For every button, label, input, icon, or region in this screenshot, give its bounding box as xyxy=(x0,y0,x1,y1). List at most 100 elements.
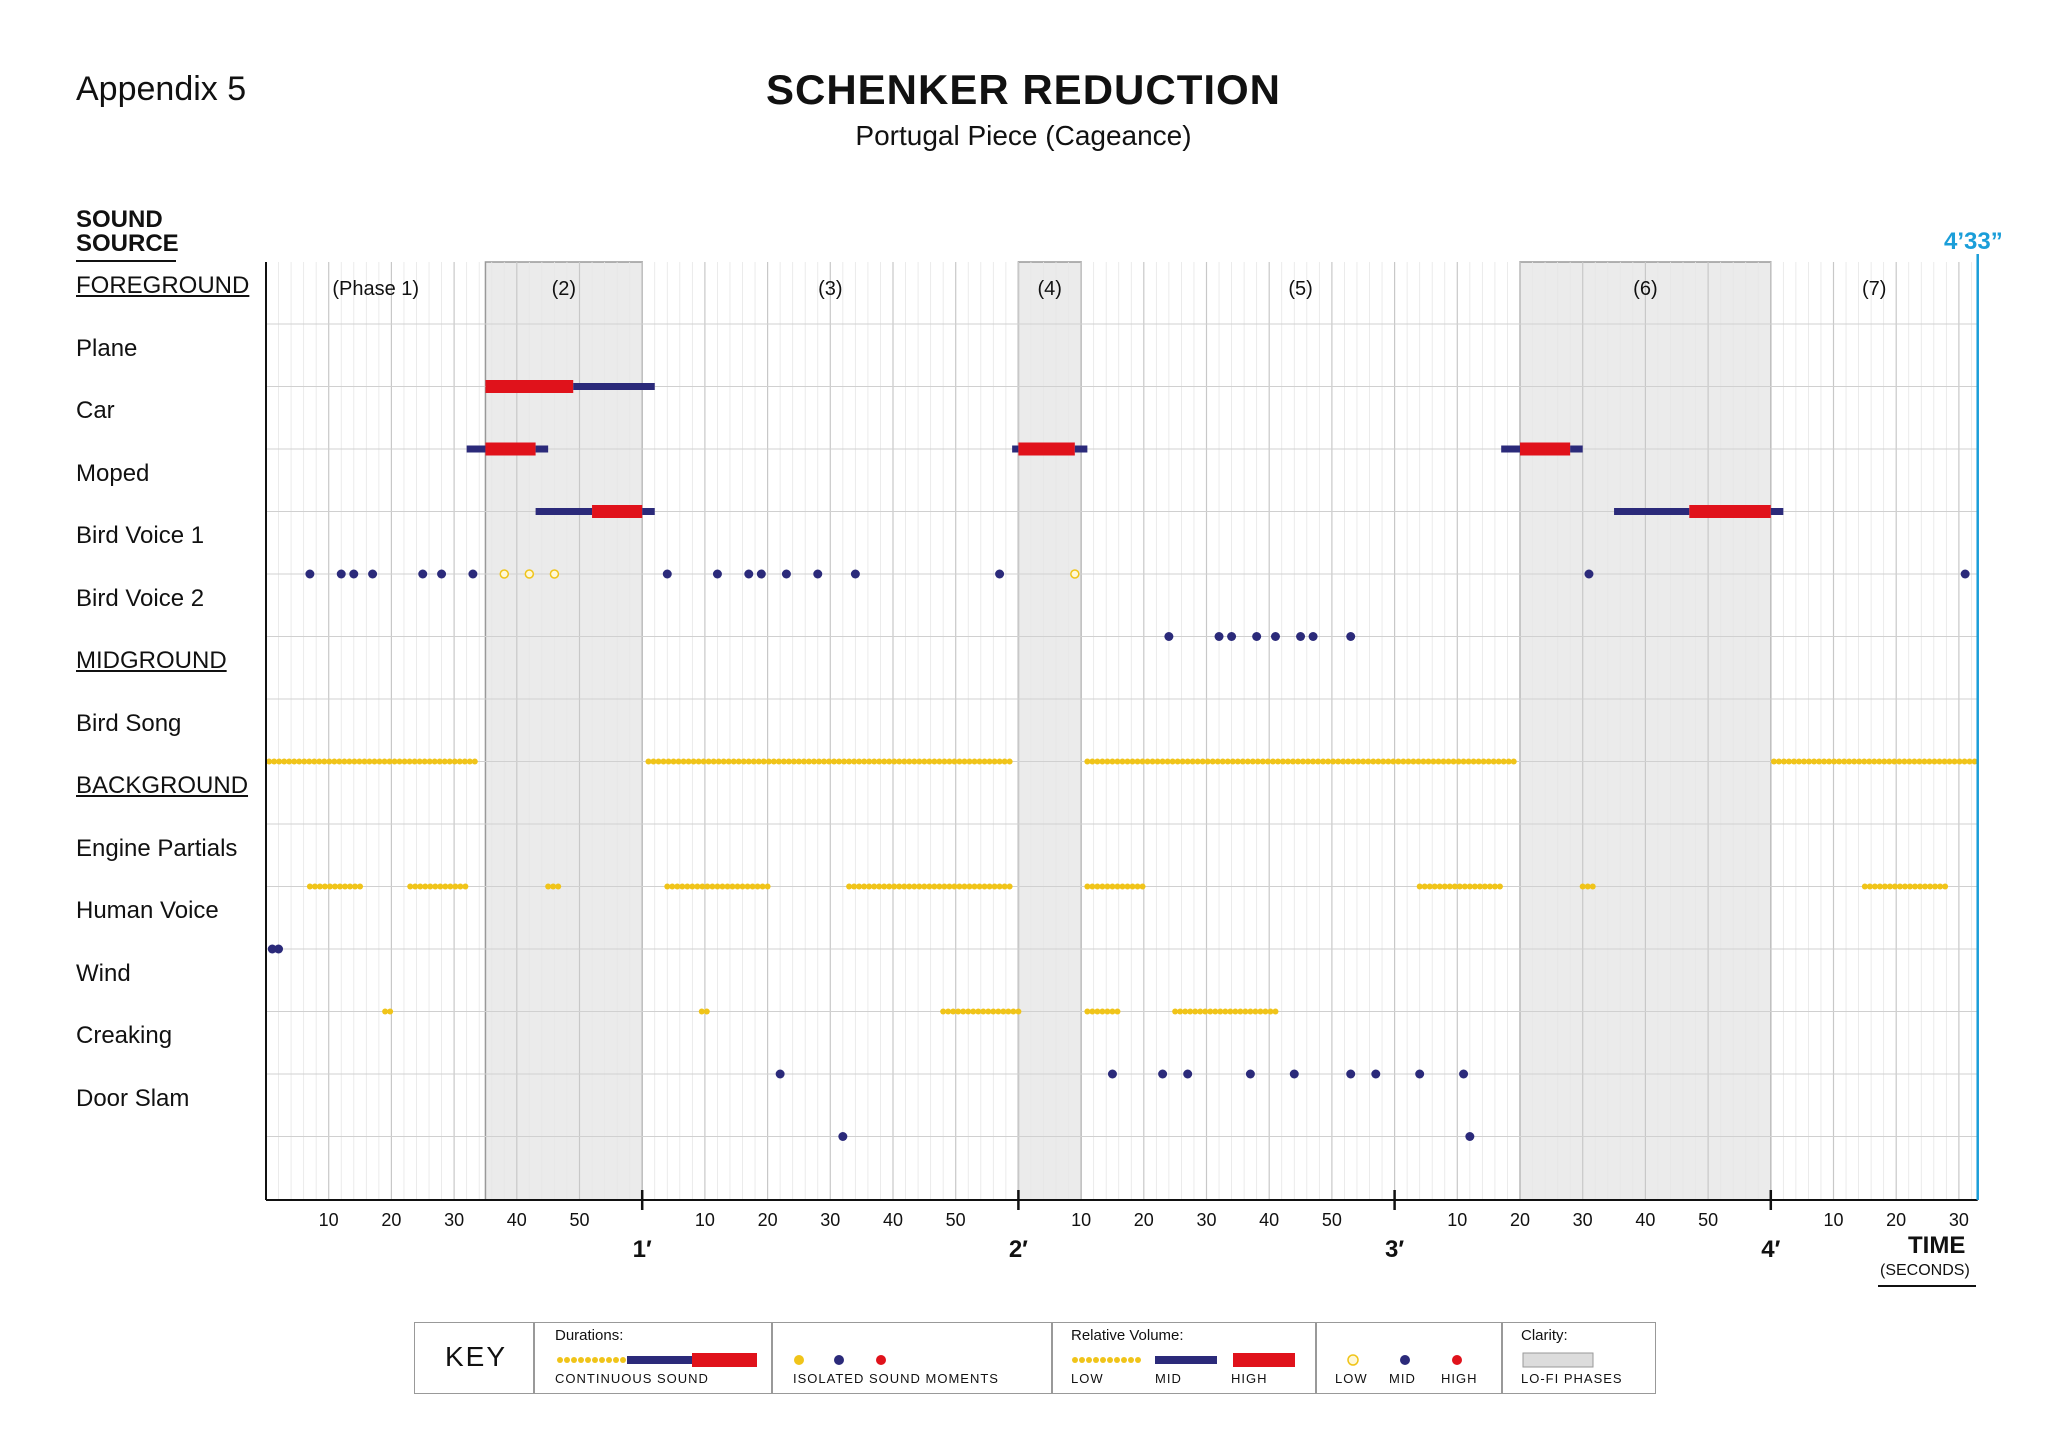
continuous-low-dot xyxy=(745,758,752,765)
continuous-low-dot xyxy=(412,883,419,890)
continuous-low-dot xyxy=(816,758,823,765)
tick-label: 40 xyxy=(882,1210,904,1230)
continuous-low-dot xyxy=(1129,883,1136,890)
legend-low-dot xyxy=(585,1357,591,1363)
isolated-mid-point xyxy=(1346,632,1356,641)
row-label: Engine Partials xyxy=(76,834,238,862)
continuous-low-dot xyxy=(1937,883,1944,890)
continuous-low-dot xyxy=(1267,1008,1274,1015)
tick-label: 50 xyxy=(1698,1210,1719,1230)
continuous-low-dot xyxy=(1480,758,1487,765)
row-label: Plane xyxy=(76,334,138,362)
continuous-low-dot xyxy=(655,758,662,765)
row-label: Moped xyxy=(76,459,150,487)
continuous-low-dot xyxy=(945,1008,952,1015)
continuous-low-dot xyxy=(1177,1008,1184,1015)
continuous-low-dot xyxy=(1149,758,1156,765)
continuous-low-dot xyxy=(660,758,667,765)
continuous-low-dot xyxy=(316,758,323,765)
legend-low-dot xyxy=(557,1357,563,1363)
isolated-mid-point xyxy=(744,569,754,579)
continuous-low-dot xyxy=(1320,758,1327,765)
continuous-low-dot xyxy=(1144,758,1151,765)
isolated-mid-point xyxy=(838,1132,848,1141)
tick-label: 20 xyxy=(1886,1210,1907,1230)
continuous-low-dot xyxy=(976,883,983,890)
continuous-low-dot xyxy=(901,883,908,890)
continuous-low-dot xyxy=(1912,883,1919,890)
continuous-low-dot xyxy=(1000,1008,1007,1015)
continuous-low-dot xyxy=(704,883,711,890)
continuous-low-dot xyxy=(1010,1008,1017,1015)
continuous-low-dot xyxy=(946,883,953,890)
minute-label: 4′ xyxy=(1761,1236,1781,1263)
legend-volume-low-dot xyxy=(1128,1357,1134,1363)
continuous-low-dot xyxy=(690,758,697,765)
continuous-low-dot xyxy=(351,758,358,765)
continuous-low-dot xyxy=(1209,758,1216,765)
continuous-low-dot xyxy=(1227,1008,1234,1015)
continuous-low-dot xyxy=(1971,758,1978,765)
sound-source-line1: SOUND xyxy=(76,206,163,233)
continuous-low-dot xyxy=(675,758,682,765)
continuous-low-dot xyxy=(306,758,313,765)
continuous-low-dot xyxy=(437,883,444,890)
high-volume-bar xyxy=(1520,442,1571,456)
continuous-low-dot xyxy=(981,883,988,890)
row-label: Human Voice xyxy=(76,897,219,924)
continuous-low-dot xyxy=(699,883,706,890)
continuous-low-dot xyxy=(790,758,797,765)
continuous-low-dot xyxy=(740,758,747,765)
continuous-low-dot xyxy=(836,758,843,765)
continuous-low-dot xyxy=(1441,883,1448,890)
continuous-low-dot xyxy=(841,758,848,765)
continuous-low-dot xyxy=(996,883,1003,890)
continuous-low-dot xyxy=(416,758,423,765)
isolated-mid-point xyxy=(1158,1069,1168,1079)
continuous-low-dot xyxy=(1139,758,1146,765)
continuous-low-dot xyxy=(1584,883,1591,890)
continuous-low-dot xyxy=(550,883,557,890)
continuous-low-dot xyxy=(980,1008,987,1015)
continuous-low-dot xyxy=(281,758,288,765)
legend-divider xyxy=(1051,1323,1053,1393)
continuous-low-dot xyxy=(1212,1008,1219,1015)
continuous-low-dot xyxy=(401,758,408,765)
continuous-low-dot xyxy=(407,883,414,890)
isolated-mid-point xyxy=(1252,632,1262,641)
tick-label: 10 xyxy=(1823,1210,1844,1230)
continuous-low-dot xyxy=(680,758,687,765)
continuous-low-dot xyxy=(1490,758,1497,765)
continuous-low-dot xyxy=(1124,758,1131,765)
isolated-mid-point xyxy=(368,569,378,579)
continuous-low-dot xyxy=(1272,1008,1279,1015)
continuous-low-dot xyxy=(386,758,393,765)
continuous-low-dot xyxy=(286,758,293,765)
isolated-mid-point xyxy=(1183,1069,1193,1079)
isolated-mid-point xyxy=(850,569,860,579)
tick-label: 50 xyxy=(569,1210,590,1230)
legend-low-dot xyxy=(592,1357,598,1363)
continuous-low-dot xyxy=(991,883,998,890)
row-label: Car xyxy=(76,397,115,424)
continuous-low-dot xyxy=(387,1008,394,1015)
continuous-low-dot xyxy=(1264,758,1271,765)
continuous-low-dot xyxy=(1380,758,1387,765)
continuous-low-dot xyxy=(1456,883,1463,890)
continuous-low-dot xyxy=(1421,883,1428,890)
continuous-low-dot xyxy=(276,758,283,765)
continuous-low-dot xyxy=(916,758,923,765)
continuous-low-dot xyxy=(921,883,928,890)
isolated-low-point xyxy=(1070,569,1080,579)
continuous-low-dot xyxy=(956,758,963,765)
continuous-low-dot xyxy=(1856,758,1863,765)
isolated-mid-point xyxy=(349,569,359,579)
continuous-low-dot xyxy=(1239,758,1246,765)
tick-label: 20 xyxy=(1509,1210,1531,1230)
continuous-low-dot xyxy=(876,758,883,765)
continuous-low-dot xyxy=(306,883,313,890)
isolated-mid-point xyxy=(1214,632,1224,641)
continuous-low-dot xyxy=(1295,758,1302,765)
continuous-low-dot xyxy=(1015,1008,1022,1015)
continuous-low-dot xyxy=(1269,758,1276,765)
